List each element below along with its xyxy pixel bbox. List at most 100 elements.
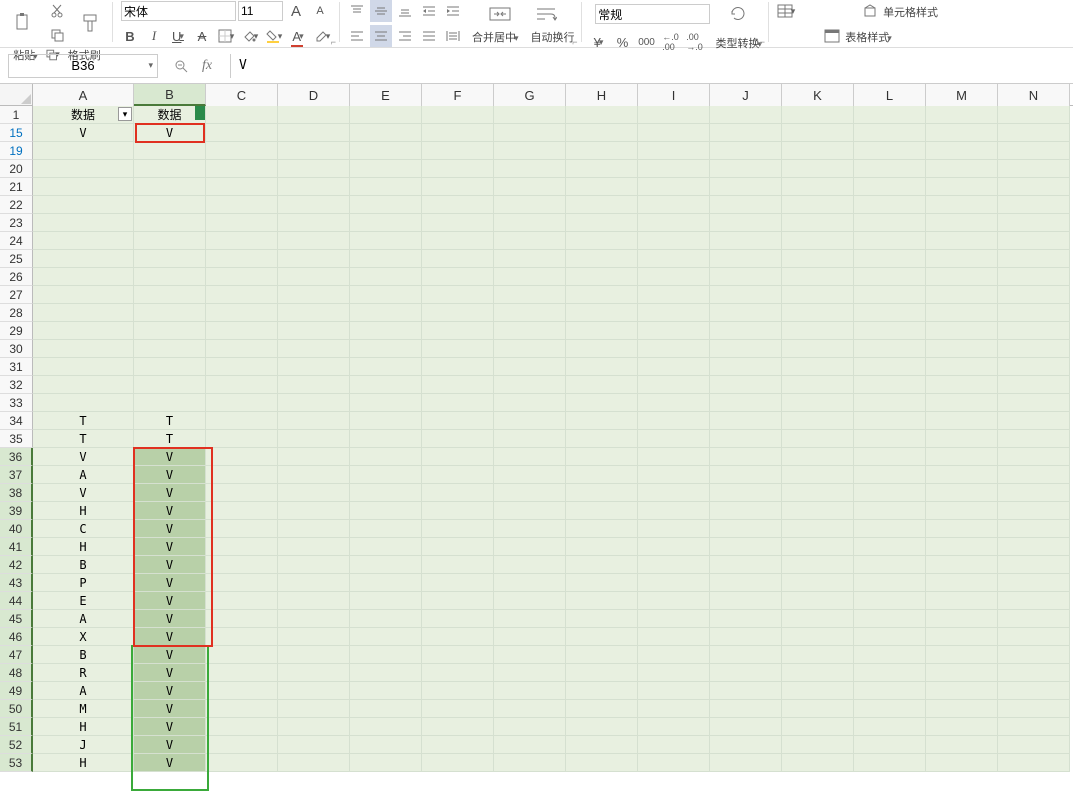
cell[interactable] — [710, 196, 782, 214]
merge-center-button[interactable] — [484, 0, 516, 28]
cell[interactable] — [710, 718, 782, 736]
cell[interactable] — [854, 520, 926, 538]
align-right-icon[interactable] — [394, 25, 416, 47]
paste-button[interactable] — [8, 9, 40, 37]
cell[interactable] — [710, 592, 782, 610]
cell[interactable] — [422, 196, 494, 214]
cell[interactable] — [33, 178, 134, 196]
cell[interactable] — [926, 520, 998, 538]
cell[interactable] — [422, 682, 494, 700]
cell[interactable] — [494, 340, 566, 358]
conditional-format-icon[interactable]: ▾ — [775, 0, 797, 22]
cell[interactable] — [566, 520, 638, 538]
cell[interactable] — [350, 520, 422, 538]
cell[interactable] — [710, 322, 782, 340]
cell[interactable] — [206, 646, 278, 664]
cell[interactable] — [782, 646, 854, 664]
cell[interactable] — [854, 322, 926, 340]
row-header[interactable]: 1 — [0, 106, 33, 124]
row-header[interactable]: 42 — [0, 556, 33, 574]
cell[interactable] — [422, 394, 494, 412]
cell[interactable] — [998, 376, 1070, 394]
fill-tool-icon[interactable]: ▾ — [239, 25, 261, 47]
cell[interactable] — [566, 448, 638, 466]
cell[interactable] — [422, 502, 494, 520]
cell[interactable] — [278, 214, 350, 232]
cell[interactable] — [422, 574, 494, 592]
cell[interactable] — [782, 592, 854, 610]
cell[interactable] — [494, 304, 566, 322]
cell[interactable] — [566, 502, 638, 520]
cell[interactable] — [566, 358, 638, 376]
cell[interactable] — [422, 664, 494, 682]
cell[interactable] — [710, 682, 782, 700]
cell[interactable] — [782, 574, 854, 592]
cell[interactable] — [782, 484, 854, 502]
cell[interactable] — [710, 430, 782, 448]
cell[interactable] — [854, 232, 926, 250]
cell[interactable] — [350, 538, 422, 556]
cell[interactable]: H — [33, 754, 134, 772]
cell[interactable] — [350, 160, 422, 178]
cell[interactable] — [206, 358, 278, 376]
cell[interactable] — [926, 340, 998, 358]
cell[interactable] — [926, 286, 998, 304]
cell[interactable]: V — [134, 592, 206, 610]
cell[interactable] — [710, 538, 782, 556]
cell[interactable] — [350, 430, 422, 448]
cell[interactable] — [278, 484, 350, 502]
cell[interactable] — [998, 412, 1070, 430]
cell[interactable] — [422, 628, 494, 646]
italic-icon[interactable]: I — [143, 25, 165, 47]
name-box-dropdown-icon[interactable]: ▾ — [148, 60, 153, 71]
cell[interactable] — [854, 700, 926, 718]
cell[interactable] — [710, 754, 782, 772]
cell[interactable] — [494, 232, 566, 250]
cell[interactable] — [926, 664, 998, 682]
cell[interactable] — [206, 664, 278, 682]
cell[interactable] — [710, 124, 782, 142]
cell[interactable] — [494, 484, 566, 502]
cell[interactable] — [566, 232, 638, 250]
cell[interactable]: V — [33, 484, 134, 502]
row-header[interactable]: 24 — [0, 232, 33, 250]
cell[interactable] — [998, 250, 1070, 268]
cell[interactable] — [350, 592, 422, 610]
row-header[interactable]: 47 — [0, 646, 33, 664]
cell[interactable] — [134, 160, 206, 178]
cell[interactable] — [278, 232, 350, 250]
cell[interactable] — [33, 196, 134, 214]
cell[interactable] — [33, 250, 134, 268]
cell[interactable] — [638, 538, 710, 556]
cell[interactable] — [638, 682, 710, 700]
cell[interactable] — [422, 754, 494, 772]
cell[interactable]: V — [134, 718, 206, 736]
cell[interactable] — [278, 178, 350, 196]
cell[interactable] — [134, 304, 206, 322]
cell[interactable] — [782, 754, 854, 772]
select-all-corner[interactable] — [0, 84, 33, 106]
col-header-G[interactable]: G — [494, 84, 566, 106]
cell[interactable] — [566, 142, 638, 160]
cell[interactable] — [566, 250, 638, 268]
row-header[interactable]: 30 — [0, 340, 33, 358]
cell[interactable] — [638, 736, 710, 754]
cell[interactable] — [782, 160, 854, 178]
cell[interactable] — [854, 538, 926, 556]
cell[interactable] — [566, 754, 638, 772]
align-left-icon[interactable] — [346, 25, 368, 47]
cell[interactable]: V — [134, 736, 206, 754]
cell[interactable] — [566, 376, 638, 394]
row-header[interactable]: 25 — [0, 250, 33, 268]
cell[interactable] — [278, 268, 350, 286]
cell[interactable] — [33, 376, 134, 394]
cell[interactable] — [278, 430, 350, 448]
cell[interactable] — [638, 340, 710, 358]
cell[interactable] — [926, 214, 998, 232]
cell[interactable] — [206, 448, 278, 466]
cell[interactable]: V — [134, 556, 206, 574]
cell[interactable] — [422, 718, 494, 736]
cell[interactable] — [422, 250, 494, 268]
cell[interactable] — [206, 736, 278, 754]
cell[interactable] — [350, 448, 422, 466]
